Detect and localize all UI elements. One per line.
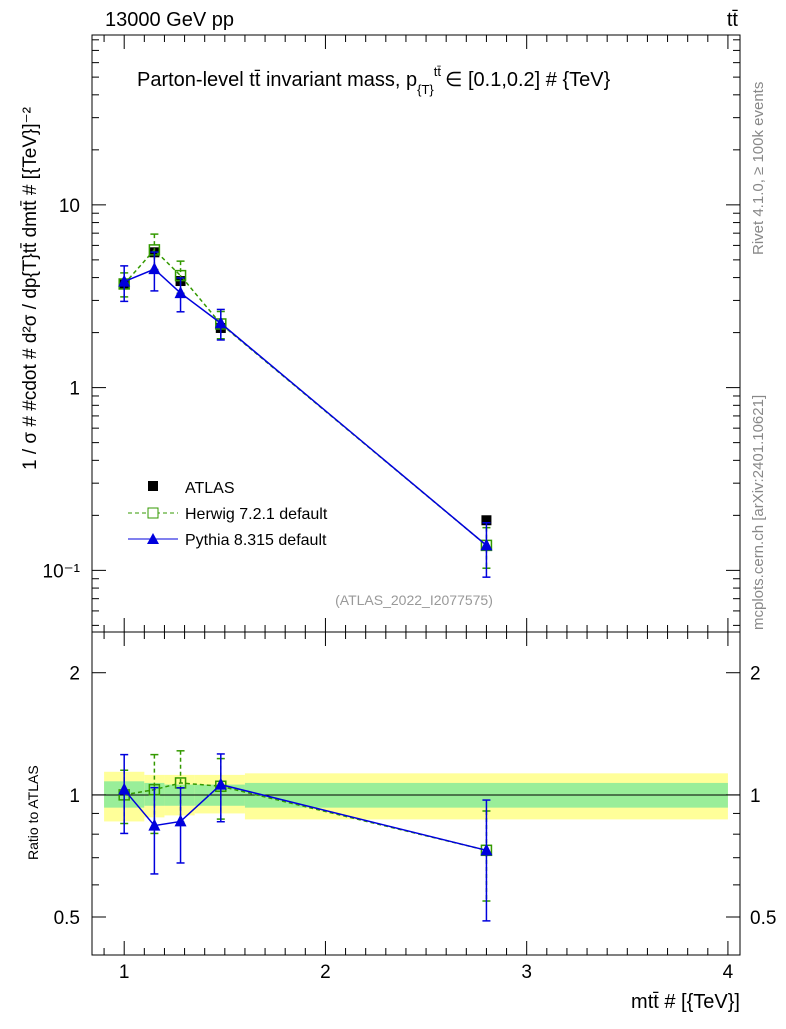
data-point-pythia [214, 316, 227, 329]
x-axis-label: mtt̄ # [{TeV}] [631, 991, 740, 1013]
data-point-atlas [481, 515, 492, 526]
side-label-bottom: mcplots.cern.ch [arXiv:2401.10621] [750, 395, 767, 630]
y-tick-label: 10 [59, 196, 80, 217]
x-tick-label: 4 [723, 962, 734, 983]
legend-atlas-marker [148, 481, 158, 491]
ratio-line-1 [124, 782, 487, 852]
data-point-pythia [118, 782, 131, 795]
data-point-pythia [480, 538, 493, 551]
data-point-pythia [480, 843, 493, 856]
series-line-2 [123, 268, 487, 546]
chart-title: Parton-level tt̄ invariant mass, p{T}tt̄… [137, 64, 611, 97]
ratio-tick-label-right: 1 [750, 786, 761, 807]
ratio-tick-label-right: 2 [750, 664, 761, 685]
ratio-tick-label: 0.5 [54, 908, 80, 929]
y-tick-label: 10⁻¹ [43, 561, 81, 582]
ratio-tick-label: 2 [69, 664, 80, 685]
side-label-top: Rivet 4.1.0, ≥ 100k events [750, 82, 767, 255]
legend-herwig: Herwig 7.2.1 default [185, 506, 328, 523]
legend-pythia: Pythia 8.315 default [185, 532, 327, 549]
data-point-pythia [174, 286, 187, 299]
ratio-tick-label: 1 [69, 786, 80, 807]
x-tick-label: 3 [521, 962, 532, 983]
watermark: (ATLAS_2022_I2077575) [335, 592, 493, 608]
header-left: 13000 GeV pp [105, 9, 234, 31]
data-point-pythia [148, 818, 161, 831]
data-point-pythia [148, 262, 161, 275]
ratio-tick-label-right: 0.5 [750, 908, 776, 929]
legend: ATLAS Herwig 7.2.1 default Pythia 8.315 … [128, 480, 328, 549]
header-right: tt̄ [727, 9, 739, 31]
x-tick-label: 2 [320, 962, 331, 983]
legend-pythia-marker [147, 533, 159, 544]
x-tick-label: 1 [119, 962, 130, 983]
data-point-pythia [174, 814, 187, 827]
legend-herwig-marker [147, 507, 159, 519]
y-tick-label: 1 [69, 379, 80, 400]
ratio-frame [91, 631, 741, 956]
legend-atlas: ATLAS [185, 480, 235, 497]
data-point-pythia [214, 777, 227, 790]
ratio-y-axis-label: Ratio to ATLAS [25, 765, 41, 860]
data-point-pythia [118, 274, 131, 287]
y-axis-label: 1 / σ # #cdot # d²σ / dp{T}tt̄ dmtt̄ # [… [20, 107, 41, 470]
